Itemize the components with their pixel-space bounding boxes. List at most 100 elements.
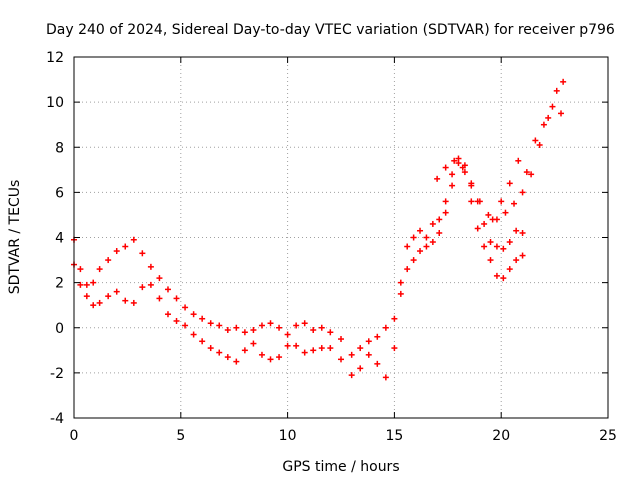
data-point [241,347,248,354]
data-point [284,331,291,338]
data-point [122,297,129,304]
data-point [301,320,308,327]
axis-ticks [73,56,609,419]
y-tick-label: -4 [50,411,64,427]
data-point [489,216,496,223]
data-point [164,311,171,318]
data-point [476,198,483,205]
data-point [511,200,518,207]
data-point [338,336,344,343]
data-point [207,345,214,352]
data-point [357,345,364,352]
data-point [293,322,300,329]
data-point [382,374,389,381]
data-point [487,239,494,246]
data-point [410,257,417,264]
x-tick-label: 5 [176,428,185,444]
y-tick-label: -2 [50,366,64,382]
data-point [493,272,500,279]
data-point [442,209,449,216]
data-point [485,211,492,218]
data-point [122,243,129,250]
data-point [506,180,513,187]
data-point [481,220,488,227]
data-point [429,239,436,246]
data-point [545,114,552,121]
data-point [455,160,462,167]
data-point [224,327,231,334]
data-point [461,169,468,176]
data-point [139,284,146,291]
data-point [276,354,283,361]
data-point [156,275,163,282]
data-point [449,182,456,189]
data-point [207,320,214,327]
data-point [318,345,325,352]
data-point [348,372,355,379]
data-point [216,349,223,356]
data-point [216,322,223,329]
y-axis-label: SDTVAR / TECUs [7,180,23,295]
data-point [96,266,103,273]
data-point [519,189,526,196]
data-point [77,266,84,273]
data-point [105,257,112,264]
data-point [310,327,317,334]
data-point [276,324,283,331]
data-point [90,302,97,309]
data-point [250,327,257,334]
data-point [83,293,90,300]
data-point [241,329,248,336]
data-point [519,252,526,259]
data-point [113,288,120,295]
data-point [423,234,430,241]
data-point [434,175,441,182]
data-point [130,299,137,306]
data-point [199,315,206,322]
x-tick-label: 20 [492,428,510,444]
x-axis-label: GPS time / hours [282,459,399,475]
data-point [318,324,325,331]
data-point [481,243,488,250]
data-point [301,349,308,356]
data-point [502,209,509,216]
data-point [536,141,543,148]
data-point [558,110,565,117]
data-point [156,295,163,302]
data-point [410,234,417,241]
data-point [528,171,535,178]
y-tick-label: 2 [55,276,64,292]
data-point [130,236,137,243]
data-point [224,354,231,361]
data-point [397,279,404,286]
data-point [327,329,334,336]
x-tick-label: 0 [70,428,79,444]
data-point [417,227,424,234]
y-tick-label: 0 [55,321,64,337]
data-point [417,248,424,255]
data-point [506,239,513,246]
x-tick-label: 25 [599,428,617,444]
data-point [523,169,530,176]
data-point [519,229,526,236]
data-point [459,164,466,171]
data-point [429,220,436,227]
data-point [500,245,507,252]
data-point [173,317,180,324]
data-point [105,293,112,300]
data-point [182,304,189,311]
data-point [96,299,103,306]
chart-title: Day 240 of 2024, Sidereal Day-to-day VTE… [46,22,615,38]
data-point [139,250,146,257]
tick-labels: 0 5 10 15 20 25 -4 -2 0 2 4 6 8 10 12 [46,50,617,444]
data-point [560,78,567,85]
data-point [532,137,539,144]
data-point [391,345,398,352]
data-point [404,266,411,273]
data-point [267,356,274,363]
data-point [487,257,494,264]
data-point [365,338,372,345]
data-point [338,356,344,363]
data-point [147,281,154,288]
data-point [500,275,507,282]
